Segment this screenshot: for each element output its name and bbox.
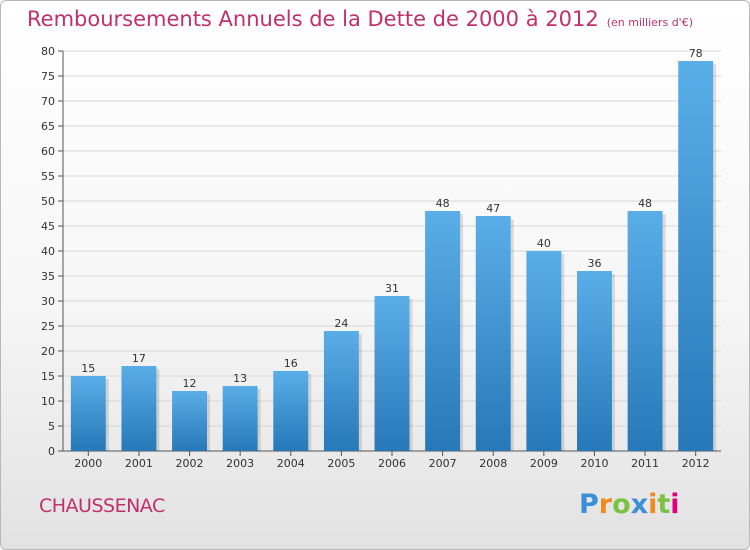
commune-name: CHAUSSENAC	[39, 495, 165, 517]
x-tick-label: 2006	[378, 457, 406, 470]
logo-letter: i	[648, 489, 658, 520]
y-tick-label: 40	[41, 245, 55, 258]
y-tick-label: 60	[41, 145, 55, 158]
logo-letter: i	[670, 489, 680, 520]
logo-letter: t	[657, 489, 671, 520]
x-tick-label: 2009	[530, 457, 558, 470]
x-tick-label: 2003	[226, 457, 254, 470]
bar	[374, 296, 410, 451]
y-tick-label: 10	[41, 395, 55, 408]
chart-title: Remboursements Annuels de la Dette de 20…	[27, 7, 693, 31]
chart-unit: (en milliers d'€)	[606, 16, 693, 29]
chart-title-text: Remboursements Annuels de la Dette de 20…	[27, 7, 599, 31]
bar	[222, 386, 258, 451]
x-tick-label: 2010	[580, 457, 608, 470]
y-tick-label: 45	[41, 220, 55, 233]
data-label: 47	[486, 202, 500, 215]
x-tick-label: 2012	[682, 457, 710, 470]
data-label: 12	[183, 377, 197, 390]
logo-letter: x	[630, 489, 649, 520]
data-label: 15	[81, 362, 95, 375]
bar	[121, 366, 157, 451]
logo-letter: P	[579, 489, 599, 520]
y-tick-label: 15	[41, 370, 55, 383]
bar	[273, 371, 309, 451]
data-label: 48	[638, 197, 652, 210]
data-label: 31	[385, 282, 399, 295]
bar	[678, 61, 714, 451]
data-label: 13	[233, 372, 247, 385]
y-tick-label: 70	[41, 95, 55, 108]
y-tick-label: 65	[41, 120, 55, 133]
y-tick-label: 75	[41, 70, 55, 83]
proxiti-logo: Proxiti	[579, 489, 680, 520]
logo-letter: o	[612, 489, 631, 520]
data-label: 78	[689, 47, 703, 60]
bar	[475, 216, 511, 451]
x-tick-label: 2001	[125, 457, 153, 470]
x-tick-label: 2007	[429, 457, 457, 470]
logo-letter: r	[598, 489, 613, 520]
x-tick-label: 2004	[277, 457, 305, 470]
x-tick-label: 2005	[327, 457, 355, 470]
x-tick-label: 2002	[176, 457, 204, 470]
data-label: 16	[284, 357, 298, 370]
y-tick-label: 30	[41, 295, 55, 308]
data-label: 24	[334, 317, 348, 330]
bar	[70, 376, 106, 451]
bar	[627, 211, 663, 451]
bar	[323, 331, 359, 451]
x-tick-label: 2000	[74, 457, 102, 470]
data-label: 17	[132, 352, 146, 365]
x-tick-label: 2008	[479, 457, 507, 470]
data-label: 48	[436, 197, 450, 210]
y-tick-label: 0	[48, 445, 55, 458]
data-label: 40	[537, 237, 551, 250]
y-tick-label: 5	[48, 420, 55, 433]
y-tick-label: 55	[41, 170, 55, 183]
x-tick-label: 2011	[631, 457, 659, 470]
y-tick-label: 25	[41, 320, 55, 333]
bar	[526, 251, 562, 451]
bar	[425, 211, 461, 451]
y-tick-label: 80	[41, 45, 55, 58]
data-label: 36	[587, 257, 601, 270]
bar	[576, 271, 612, 451]
y-tick-label: 35	[41, 270, 55, 283]
y-tick-label: 20	[41, 345, 55, 358]
bar	[172, 391, 208, 451]
y-tick-label: 50	[41, 195, 55, 208]
